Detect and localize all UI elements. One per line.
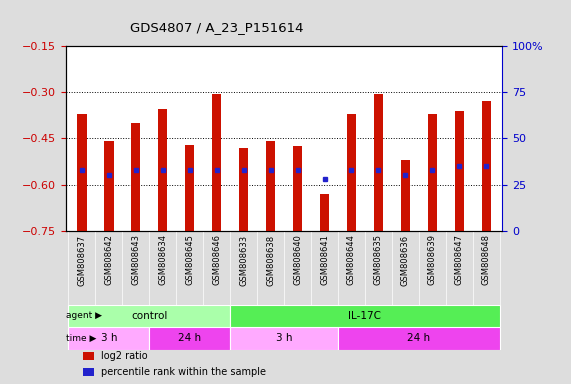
Text: GSM808638: GSM808638 xyxy=(266,234,275,285)
Text: time ▶: time ▶ xyxy=(66,334,96,343)
Text: GSM808640: GSM808640 xyxy=(293,234,302,285)
Bar xyxy=(338,327,500,350)
Text: GSM808647: GSM808647 xyxy=(455,234,464,285)
Bar xyxy=(185,144,194,231)
Bar xyxy=(104,141,114,231)
Bar xyxy=(212,94,222,231)
Text: control: control xyxy=(131,311,167,321)
Bar xyxy=(83,367,94,376)
Bar xyxy=(230,305,500,327)
Bar xyxy=(374,94,383,231)
Bar xyxy=(77,114,87,231)
Text: GSM808636: GSM808636 xyxy=(401,234,410,285)
Text: log2 ratio: log2 ratio xyxy=(100,351,147,361)
Bar xyxy=(230,327,338,350)
Text: 3 h: 3 h xyxy=(276,333,292,343)
Bar xyxy=(266,141,275,231)
Text: GSM808633: GSM808633 xyxy=(239,234,248,285)
Text: GSM808635: GSM808635 xyxy=(374,234,383,285)
Text: GSM808644: GSM808644 xyxy=(347,234,356,285)
Text: GSM808646: GSM808646 xyxy=(212,234,221,285)
Bar xyxy=(69,327,149,350)
Bar xyxy=(347,114,356,231)
Text: GSM808642: GSM808642 xyxy=(104,234,113,285)
Text: GSM808645: GSM808645 xyxy=(185,234,194,285)
Bar xyxy=(149,327,230,350)
Bar xyxy=(158,109,167,231)
Text: 3 h: 3 h xyxy=(100,333,117,343)
Bar xyxy=(239,147,248,231)
Bar xyxy=(131,123,140,231)
Text: GSM808643: GSM808643 xyxy=(131,234,140,285)
Text: GSM808637: GSM808637 xyxy=(77,234,86,285)
Text: agent ▶: agent ▶ xyxy=(66,311,102,320)
Text: GSM808639: GSM808639 xyxy=(428,234,437,285)
Text: GDS4807 / A_23_P151614: GDS4807 / A_23_P151614 xyxy=(130,21,304,34)
Text: percentile rank within the sample: percentile rank within the sample xyxy=(100,366,266,377)
Bar xyxy=(481,101,491,231)
Text: GSM808648: GSM808648 xyxy=(482,234,491,285)
Text: IL-17C: IL-17C xyxy=(348,311,381,321)
Bar xyxy=(320,194,329,231)
Bar xyxy=(69,305,230,327)
Bar xyxy=(401,160,410,231)
Bar xyxy=(455,111,464,231)
Bar xyxy=(293,146,302,231)
Bar xyxy=(428,114,437,231)
Text: 24 h: 24 h xyxy=(407,333,431,343)
Text: 24 h: 24 h xyxy=(178,333,201,343)
Text: GSM808634: GSM808634 xyxy=(158,234,167,285)
Bar xyxy=(83,351,94,359)
Text: GSM808641: GSM808641 xyxy=(320,234,329,285)
